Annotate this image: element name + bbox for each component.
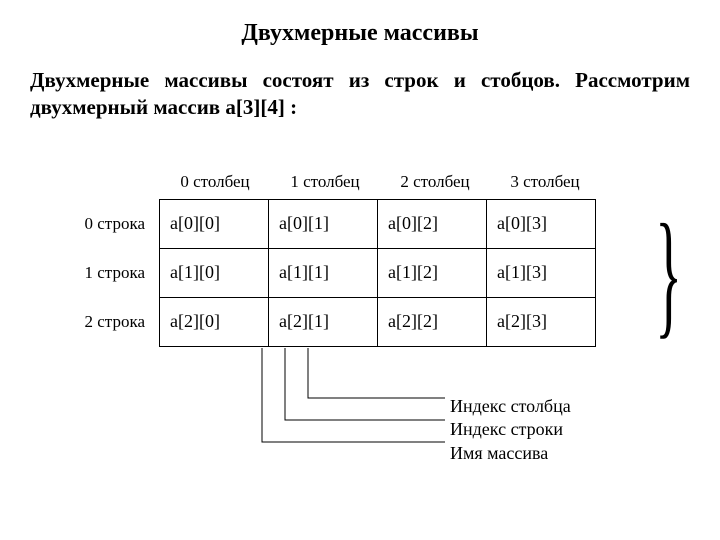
row-header-0: 0 строка	[60, 214, 160, 234]
cell-1-1: a[1][1]	[268, 248, 378, 298]
cell-2-2: a[2][2]	[377, 297, 487, 347]
cell-0-2: a[0][2]	[377, 199, 487, 249]
table-row: 1 строка a[1][0] a[1][1] a[1][2] a[1][3]	[60, 249, 690, 298]
cell-0-0: a[0][0]	[159, 199, 269, 249]
table-row: 0 строка a[0][0] a[0][1] a[0][2] a[0][3]	[60, 200, 690, 249]
description-text: Двухмерные массивы состоят из строк и ст…	[30, 67, 690, 122]
table-row: 2 строка a[2][0] a[2][1] a[2][2] a[2][3]	[60, 298, 690, 347]
cell-2-3: a[2][3]	[486, 297, 596, 347]
col-header-0: 0 столбец	[160, 172, 270, 192]
cell-1-2: a[1][2]	[377, 248, 487, 298]
cell-2-0: a[2][0]	[159, 297, 269, 347]
cell-1-0: a[1][0]	[159, 248, 269, 298]
col-header-1: 1 столбец	[270, 172, 380, 192]
row-header-1: 1 строка	[60, 263, 160, 283]
column-headers-row: 0 столбец 1 столбец 2 столбец 3 столбец	[160, 172, 690, 192]
annotations-block: Индекс столбца Индекс строки Имя массива	[450, 395, 571, 465]
row-header-2: 2 строка	[60, 312, 160, 332]
cell-0-3: a[0][3]	[486, 199, 596, 249]
annotation-column-index: Индекс столбца	[450, 395, 571, 418]
annotation-row-index: Индекс строки	[450, 418, 571, 441]
page-title: Двухмерные массивы	[30, 20, 690, 47]
array-table: 0 столбец 1 столбец 2 столбец 3 столбец …	[60, 172, 690, 347]
col-header-3: 3 столбец	[490, 172, 600, 192]
cell-2-1: a[2][1]	[268, 297, 378, 347]
annotation-array-name: Имя массива	[450, 442, 571, 465]
cell-0-1: a[0][1]	[268, 199, 378, 249]
col-header-2: 2 столбец	[380, 172, 490, 192]
brace-icon: }	[655, 204, 682, 344]
cell-1-3: a[1][3]	[486, 248, 596, 298]
